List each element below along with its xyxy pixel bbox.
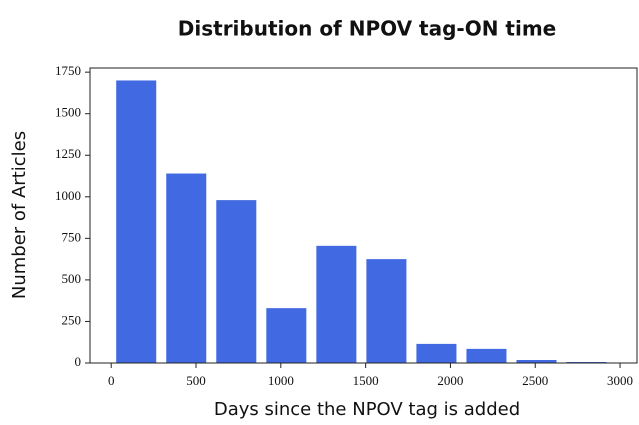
x-axis-label: Days since the NPOV tag is added (214, 399, 520, 420)
chart-title: Distribution of NPOV tag-ON time (178, 17, 556, 41)
y-tick-label: 500 (62, 271, 82, 286)
x-tick-label: 2500 (522, 373, 548, 388)
bar (516, 360, 557, 363)
bar (366, 259, 407, 363)
bar (216, 200, 257, 363)
x-tick-label: 1500 (353, 373, 379, 388)
x-tick-label: 2000 (437, 373, 463, 388)
bar (266, 308, 307, 363)
x-tick-label: 3000 (607, 373, 633, 388)
y-tick-label: 250 (62, 312, 82, 327)
bar (466, 348, 507, 363)
x-tick-label: 1000 (268, 373, 294, 388)
y-axis-label: Number of Articles (9, 131, 30, 299)
y-tick-label: 1750 (55, 63, 81, 78)
y-tick-label: 1250 (55, 146, 81, 161)
bar (416, 343, 457, 363)
x-tick-label: 0 (108, 373, 115, 388)
y-tick-label: 1500 (55, 105, 81, 120)
bar (166, 173, 207, 363)
y-tick-label: 1000 (55, 188, 81, 203)
y-tick-label: 0 (75, 354, 82, 369)
x-tick-label: 500 (186, 373, 206, 388)
plot-frame (89, 67, 638, 364)
y-tick-label: 750 (62, 229, 82, 244)
bar (316, 245, 357, 363)
bar (116, 80, 157, 364)
